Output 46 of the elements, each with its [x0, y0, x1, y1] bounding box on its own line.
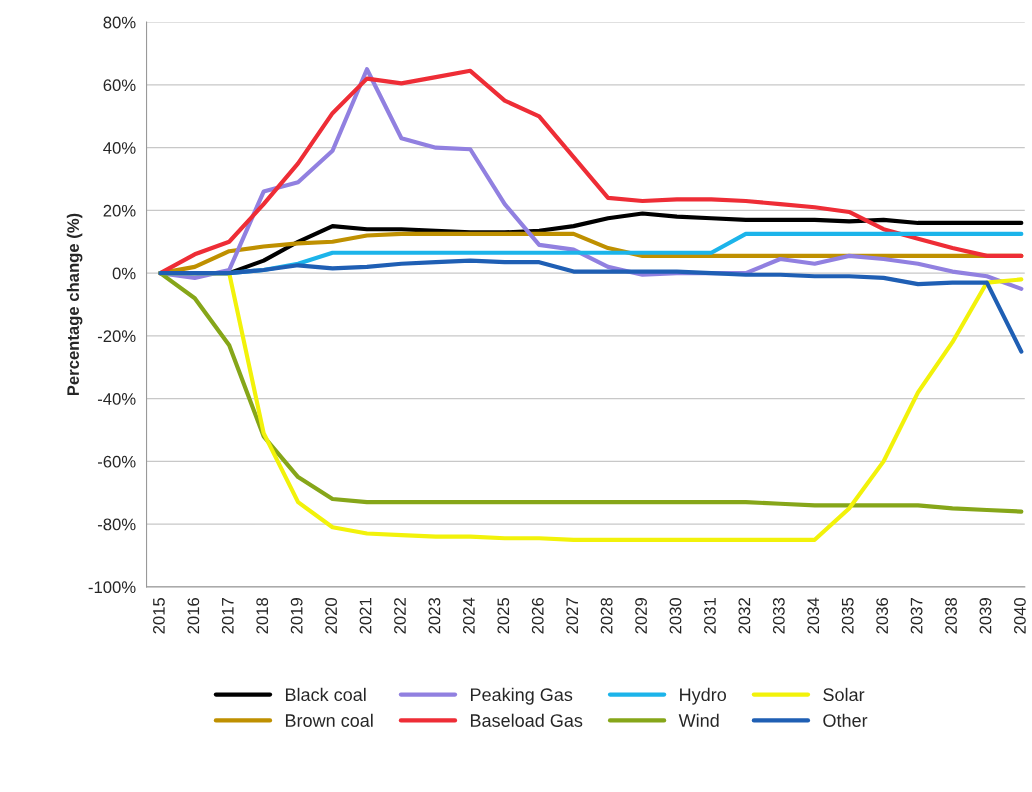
x-tick-label: 2035 [841, 597, 854, 634]
x-tick-label: 2019 [290, 598, 303, 634]
x-tick-label: 2030 [669, 597, 682, 634]
x-tick-label: 2031 [704, 598, 716, 634]
x-tick-label: 2036 [876, 598, 889, 634]
y-tick-label: -20% [97, 330, 136, 343]
y-tick-label: 0% [112, 267, 136, 280]
legend-label: Brown coal [285, 713, 373, 727]
x-tick-label: 2021 [359, 598, 372, 634]
legend-label: Other [823, 713, 868, 727]
x-tick-label: 2025 [497, 597, 510, 634]
legend-label: Wind [678, 713, 719, 727]
legend-label: Baseload Gas [470, 713, 583, 727]
x-tick-label: 2017 [221, 598, 234, 634]
x-tick-label: 2040 [1014, 597, 1026, 634]
x-tick-label: 2026 [531, 598, 544, 634]
y-tick-label: -80% [97, 518, 136, 531]
x-tick-label: 2029 [635, 598, 647, 634]
y-tick-label: 20% [103, 204, 136, 217]
legend-label: Peaking Gas [470, 687, 573, 705]
x-tick-label: 2016 [187, 598, 200, 634]
line-series [158, 258, 1024, 354]
legend-label: Hydro [680, 687, 727, 705]
x-tick-label: 2022 [394, 598, 406, 634]
x-tick-label: 2027 [566, 598, 579, 634]
x-tick-label: 2032 [738, 598, 751, 634]
legend-label: Solar [823, 687, 865, 702]
y-tick-label: -40% [97, 393, 136, 405]
x-tick-label: 2020 [325, 597, 337, 634]
y-tick-label: 60% [103, 79, 136, 92]
legend-label: Black coal [285, 687, 366, 702]
y-tick-label: -60% [97, 455, 136, 468]
x-tick-label: 2033 [772, 598, 785, 634]
x-tick-label: 2034 [807, 597, 820, 634]
x-tick-label: 2018 [256, 598, 269, 634]
x-tick-label: 2038 [945, 598, 957, 634]
x-tick-label: 2023 [428, 598, 441, 634]
x-tick-label: 2037 [910, 598, 923, 634]
y-tick-label: -100% [88, 581, 136, 594]
y-tick-label: 80% [103, 16, 136, 29]
x-tick-label: 2024 [462, 597, 475, 634]
x-tick-label: 2039 [979, 598, 992, 634]
x-tick-label: 2028 [600, 598, 613, 634]
y-tick-label: 40% [103, 142, 136, 154]
y-axis-title: Percentage change (%) [66, 213, 83, 396]
x-tick-label: 2015 [152, 597, 165, 634]
